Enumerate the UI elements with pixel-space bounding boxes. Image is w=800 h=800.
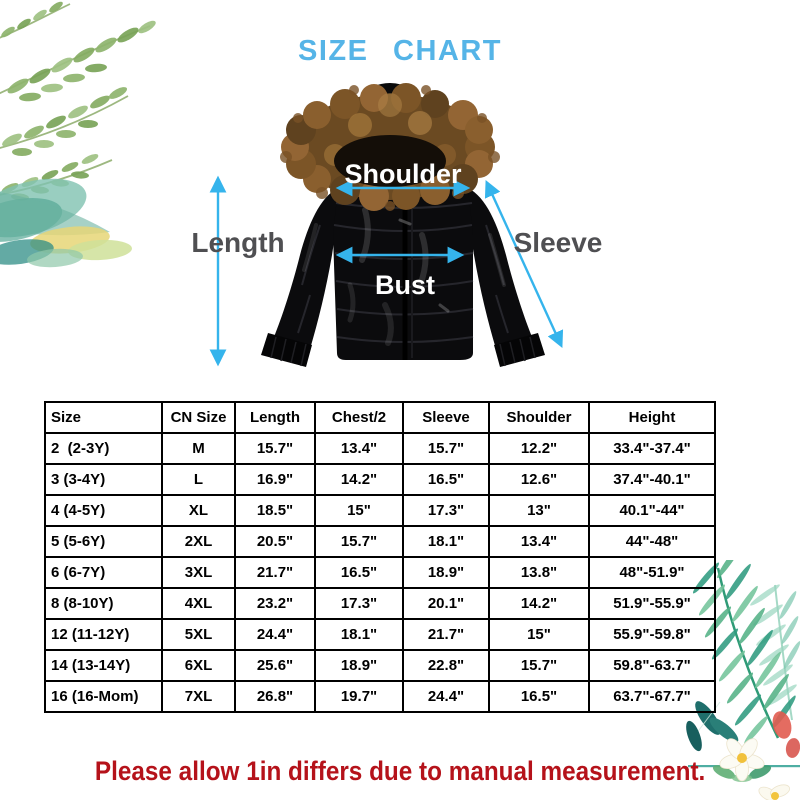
value-cell: 17.3" xyxy=(402,494,490,527)
page-title: SIZE CHART xyxy=(298,35,502,67)
value-cell: 55.9"-59.8" xyxy=(588,618,716,651)
value-cell: 24.4" xyxy=(402,680,490,713)
value-cell: 22.8" xyxy=(402,649,490,682)
bust-label: Bust xyxy=(375,270,435,300)
value-cell: 13.4" xyxy=(488,525,590,558)
table-row: 4 (4-5Y) XL 18.5" 15" 17.3" 13" 40.1"-44" xyxy=(44,494,716,527)
value-cell: 19.7" xyxy=(314,680,404,713)
column-header: Height xyxy=(588,401,716,434)
header-row: Size CN Size Length Chest/2 Sleeve Shoulder He… xyxy=(44,401,716,434)
column-header: Shoulder xyxy=(488,401,590,434)
size-cell: 2 (2-3Y) xyxy=(44,432,163,465)
size-cell: 6 (6-7Y) xyxy=(44,556,163,589)
size-table: Size CN Size Length Chest/2 Sleeve Shoulder He… xyxy=(44,401,716,713)
value-cell: 18.9" xyxy=(314,649,404,682)
column-header: Sleeve xyxy=(402,401,490,434)
column-header: Length xyxy=(234,401,316,434)
table-row: 3 (3-4Y) L 16.9" 14.2" 16.5" 12.6" 37.4"-40.1" xyxy=(44,463,716,496)
value-cell: 37.4"-40.1" xyxy=(588,463,716,496)
value-cell: 18.9" xyxy=(402,556,490,589)
jacket-measurement-diagram: Shoulder Bust Length Sleeve xyxy=(191,83,603,367)
value-cell: 15" xyxy=(314,494,404,527)
size-cell: 8 (8-10Y) xyxy=(44,587,163,620)
value-cell: 15" xyxy=(488,618,590,651)
value-cell: 15.7" xyxy=(314,525,404,558)
value-cell: 63.7"-67.7" xyxy=(588,680,716,713)
value-cell: 23.2" xyxy=(234,587,316,620)
value-cell: 20.1" xyxy=(402,587,490,620)
value-cell: 14.2" xyxy=(314,463,404,496)
big-watercolor-leaf xyxy=(0,178,132,268)
value-cell: 6XL xyxy=(161,649,236,682)
value-cell: 18.1" xyxy=(314,618,404,651)
value-cell: 5XL xyxy=(161,618,236,651)
value-cell: 7XL xyxy=(161,680,236,713)
table-row: 14 (13-14Y) 6XL 25.6" 18.9" 22.8" 15.7" 59.8"-… xyxy=(44,649,716,682)
value-cell: 51.9"-55.9" xyxy=(588,587,716,620)
value-cell: 13.8" xyxy=(488,556,590,589)
value-cell: 18.5" xyxy=(234,494,316,527)
table-row: 5 (5-6Y) 2XL 20.5" 15.7" 18.1" 13.4" 44"-48" xyxy=(44,525,716,558)
column-header: CN Size xyxy=(161,401,236,434)
value-cell: 26.8" xyxy=(234,680,316,713)
column-header: Chest/2 xyxy=(314,401,404,434)
column-header: Size xyxy=(44,401,163,434)
value-cell: XL xyxy=(161,494,236,527)
measurement-disclaimer: Please allow 1in differs due to manual m… xyxy=(0,755,800,787)
value-cell: 12.6" xyxy=(488,463,590,496)
size-cell: 3 (3-4Y) xyxy=(44,463,163,496)
value-cell: 24.4" xyxy=(234,618,316,651)
value-cell: 21.7" xyxy=(234,556,316,589)
fur-hood xyxy=(280,83,500,211)
value-cell: 14.2" xyxy=(488,587,590,620)
table-row: 12 (11-12Y) 5XL 24.4" 18.1" 21.7" 15" 55.9"-59… xyxy=(44,618,716,651)
value-cell: 25.6" xyxy=(234,649,316,682)
value-cell: 2XL xyxy=(161,525,236,558)
value-cell: 59.8"-63.7" xyxy=(588,649,716,682)
watercolor-leaves-top-left-decoration xyxy=(0,1,156,268)
value-cell: 4XL xyxy=(161,587,236,620)
value-cell: 44"-48" xyxy=(588,525,716,558)
size-cell: 12 (11-12Y) xyxy=(44,618,163,651)
measurement-disclaimer-text: Please allow 1in differs due to manual m… xyxy=(94,756,706,786)
value-cell: 16.5" xyxy=(314,556,404,589)
value-cell: 3XL xyxy=(161,556,236,589)
value-cell: 33.4"-37.4" xyxy=(588,432,716,465)
value-cell: 16.5" xyxy=(488,680,590,713)
value-cell: 13" xyxy=(488,494,590,527)
size-cell: 4 (4-5Y) xyxy=(44,494,163,527)
value-cell: 16.5" xyxy=(402,463,490,496)
value-cell: 12.2" xyxy=(488,432,590,465)
value-cell: 15.7" xyxy=(402,432,490,465)
value-cell: 16.9" xyxy=(234,463,316,496)
table-row: 16 (16-Mom) 7XL 26.8" 19.7" 24.4" 16.5" 63.7"-… xyxy=(44,680,716,713)
shoulder-label: Shoulder xyxy=(344,159,461,189)
value-cell: 18.1" xyxy=(402,525,490,558)
value-cell: 13.4" xyxy=(314,432,404,465)
sleeve-label: Sleeve xyxy=(514,227,603,258)
table-row: 8 (8-10Y) 4XL 23.2" 17.3" 20.1" 14.2" 51.9"-55… xyxy=(44,587,716,620)
size-cell: 14 (13-14Y) xyxy=(44,649,163,682)
value-cell: M xyxy=(161,432,236,465)
value-cell: 20.5" xyxy=(234,525,316,558)
size-cell: 16 (16-Mom) xyxy=(44,680,163,713)
value-cell: 21.7" xyxy=(402,618,490,651)
value-cell: L xyxy=(161,463,236,496)
size-cell: 5 (5-6Y) xyxy=(44,525,163,558)
value-cell: 17.3" xyxy=(314,587,404,620)
value-cell: 15.7" xyxy=(488,649,590,682)
sleeve-arrow xyxy=(484,179,564,349)
value-cell: 40.1"-44" xyxy=(588,494,716,527)
value-cell: 48"-51.9" xyxy=(588,556,716,589)
table-row: 6 (6-7Y) 3XL 21.7" 16.5" 18.9" 13.8" 48"-51.9" xyxy=(44,556,716,589)
value-cell: 15.7" xyxy=(234,432,316,465)
table-row: 2 (2-3Y) M 15.7" 13.4" 15.7" 12.2" 33.4"-37.4" xyxy=(44,432,716,465)
plumeria-flower xyxy=(712,738,790,800)
length-label: Length xyxy=(191,227,284,258)
